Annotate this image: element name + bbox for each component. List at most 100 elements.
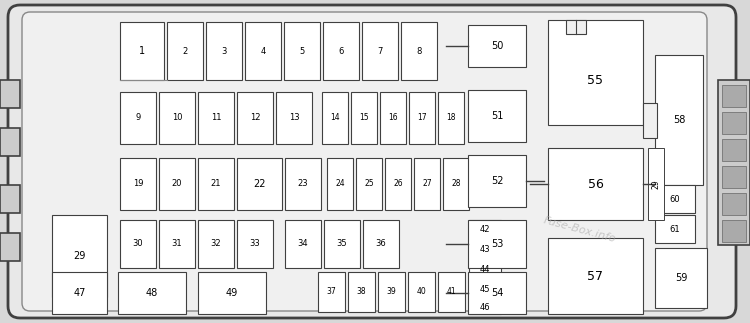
Text: 39: 39 bbox=[387, 287, 396, 297]
Text: 31: 31 bbox=[172, 239, 182, 248]
Text: 3: 3 bbox=[221, 47, 226, 56]
Bar bbox=[380, 92, 406, 144]
Text: 50: 50 bbox=[490, 41, 503, 51]
Text: 34: 34 bbox=[298, 239, 308, 248]
Text: 13: 13 bbox=[289, 113, 299, 122]
Text: 27: 27 bbox=[422, 180, 432, 189]
Text: 58: 58 bbox=[673, 115, 686, 125]
Text: 21: 21 bbox=[211, 180, 221, 189]
Bar bbox=[52, 215, 107, 297]
Bar bbox=[285, 158, 321, 210]
Bar bbox=[324, 220, 360, 268]
Bar bbox=[643, 102, 657, 138]
Bar bbox=[348, 272, 375, 312]
Bar bbox=[52, 272, 107, 314]
Bar bbox=[468, 25, 526, 67]
Text: 48: 48 bbox=[146, 288, 158, 298]
Text: 61: 61 bbox=[670, 224, 680, 234]
Text: 41: 41 bbox=[447, 287, 456, 297]
Bar bbox=[167, 22, 203, 80]
Text: 53: 53 bbox=[490, 239, 503, 249]
Bar bbox=[655, 215, 695, 243]
Bar bbox=[722, 139, 746, 161]
Bar bbox=[385, 158, 411, 210]
Bar bbox=[0, 233, 20, 261]
Bar bbox=[120, 158, 156, 210]
Bar bbox=[0, 128, 20, 156]
Text: 36: 36 bbox=[376, 239, 386, 248]
Text: 2: 2 bbox=[182, 47, 188, 56]
Text: 9: 9 bbox=[135, 113, 141, 122]
Bar bbox=[120, 22, 164, 80]
Text: 35: 35 bbox=[337, 239, 347, 248]
Bar bbox=[318, 272, 345, 312]
Text: 46: 46 bbox=[480, 303, 490, 311]
Bar bbox=[722, 112, 746, 134]
Text: 33: 33 bbox=[250, 239, 260, 248]
Bar bbox=[363, 220, 399, 268]
Text: 60: 60 bbox=[670, 194, 680, 203]
Text: 44: 44 bbox=[480, 265, 490, 274]
FancyBboxPatch shape bbox=[22, 12, 707, 311]
Bar bbox=[722, 193, 746, 215]
FancyBboxPatch shape bbox=[8, 5, 736, 318]
Bar bbox=[284, 22, 320, 80]
Text: 6: 6 bbox=[338, 47, 344, 56]
Bar bbox=[237, 220, 273, 268]
Bar bbox=[548, 148, 643, 220]
Bar bbox=[468, 90, 526, 142]
Text: 5: 5 bbox=[299, 47, 304, 56]
Text: 19: 19 bbox=[133, 180, 143, 189]
Bar bbox=[408, 272, 435, 312]
Bar bbox=[120, 220, 156, 268]
Bar bbox=[438, 92, 464, 144]
Text: 40: 40 bbox=[417, 287, 426, 297]
Text: 24: 24 bbox=[335, 180, 345, 189]
Bar bbox=[198, 272, 266, 314]
Bar bbox=[120, 92, 156, 144]
Bar bbox=[118, 272, 186, 314]
Text: 17: 17 bbox=[417, 113, 427, 122]
Bar bbox=[566, 20, 586, 34]
Bar bbox=[722, 166, 746, 188]
Text: 51: 51 bbox=[490, 111, 503, 121]
Text: 7: 7 bbox=[377, 47, 382, 56]
Bar bbox=[655, 248, 707, 308]
Text: 10: 10 bbox=[172, 113, 182, 122]
Text: 30: 30 bbox=[133, 239, 143, 248]
Bar bbox=[655, 185, 695, 213]
Bar bbox=[198, 92, 234, 144]
Bar bbox=[159, 158, 195, 210]
Bar bbox=[468, 272, 526, 314]
Text: 47: 47 bbox=[74, 288, 86, 298]
Bar bbox=[469, 220, 501, 238]
Text: 49: 49 bbox=[226, 288, 238, 298]
Text: 26: 26 bbox=[393, 180, 403, 189]
Bar bbox=[237, 158, 282, 210]
Text: 28: 28 bbox=[452, 180, 460, 189]
Text: 37: 37 bbox=[327, 287, 336, 297]
Bar bbox=[237, 92, 273, 144]
Bar bbox=[159, 220, 195, 268]
Text: 45: 45 bbox=[480, 285, 490, 294]
Bar bbox=[322, 92, 348, 144]
Bar bbox=[443, 158, 469, 210]
Bar bbox=[276, 92, 312, 144]
Bar bbox=[198, 220, 234, 268]
Text: 12: 12 bbox=[250, 113, 260, 122]
Bar bbox=[378, 272, 405, 312]
Text: 38: 38 bbox=[357, 287, 366, 297]
Text: 56: 56 bbox=[587, 178, 604, 191]
Bar bbox=[469, 240, 501, 258]
Bar bbox=[285, 220, 321, 268]
Text: 25: 25 bbox=[364, 180, 374, 189]
Bar bbox=[655, 55, 703, 185]
Text: 29: 29 bbox=[74, 251, 86, 261]
Bar bbox=[409, 92, 435, 144]
Bar bbox=[648, 148, 664, 220]
Text: 20: 20 bbox=[172, 180, 182, 189]
Text: 42: 42 bbox=[480, 224, 490, 234]
Bar bbox=[718, 80, 750, 245]
Text: 15: 15 bbox=[359, 113, 369, 122]
Bar bbox=[469, 260, 501, 278]
